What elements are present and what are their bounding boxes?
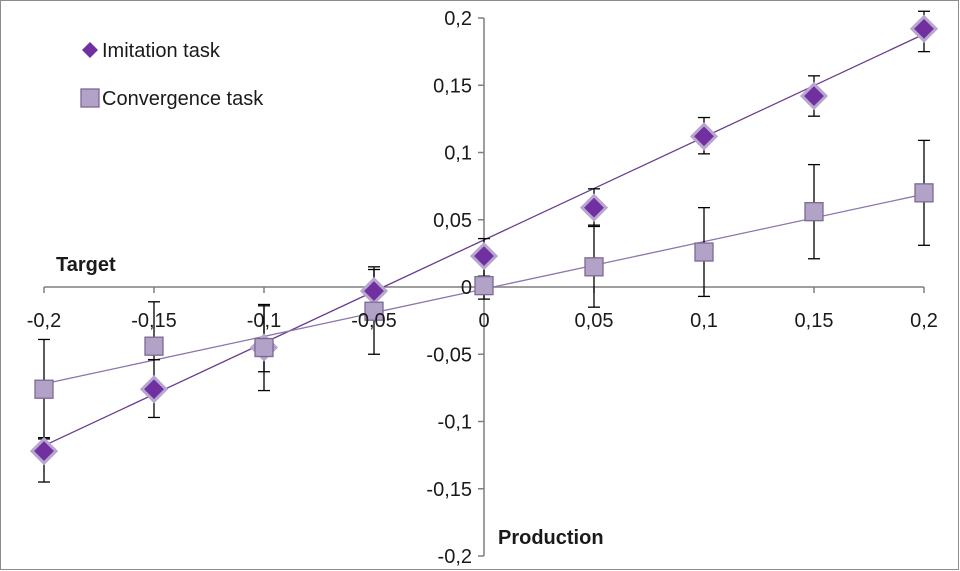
legend-convergence-marker	[80, 88, 100, 108]
legend: Imitation task Convergence task	[80, 40, 264, 110]
y-tick-label: 0,1	[444, 143, 472, 165]
y-tick-label: 0,2	[444, 8, 472, 30]
y-tick-label: -0,05	[426, 344, 472, 366]
x-tick-label: -0,2	[27, 310, 61, 332]
y-tick-label: -0,2	[438, 546, 472, 568]
y-axis-title: Production	[498, 527, 604, 549]
x-tick-label: 0,2	[910, 310, 938, 332]
convergence-point	[144, 336, 164, 356]
x-tick-label: 0,15	[795, 310, 834, 332]
imitation-point	[139, 375, 169, 404]
x-tick-label: -0,15	[131, 310, 177, 332]
legend-imitation-label: Imitation task	[102, 40, 221, 62]
y-tick-label: 0,15	[433, 75, 472, 97]
imitation-point	[799, 81, 829, 111]
y-tick-label: -0,1	[438, 412, 472, 434]
convergence-point	[364, 301, 384, 321]
convergence-point	[694, 242, 714, 262]
x-tick-label: 0,1	[690, 310, 718, 332]
convergence-point	[254, 337, 274, 358]
legend-imitation-marker	[82, 42, 98, 58]
x-tick-label: 0,05	[575, 310, 614, 332]
x-tick-label: -0,05	[351, 310, 397, 332]
y-tick-label: 0	[461, 277, 472, 299]
x-tick-label: 0	[478, 310, 489, 332]
y-tick-label: -0,15	[426, 479, 472, 501]
convergence-point	[474, 276, 494, 296]
x-tick-label: -0,1	[247, 310, 281, 332]
y-tick-label: 0,05	[433, 210, 472, 232]
imitation-point	[909, 14, 939, 43]
convergence-point	[34, 379, 54, 399]
convergence-point	[804, 202, 824, 222]
imitation-point	[579, 193, 609, 222]
imitation-point	[689, 122, 719, 151]
convergence-point	[584, 257, 604, 277]
x-axis-title: Target	[56, 254, 116, 276]
legend-convergence-label: Convergence task	[102, 88, 264, 110]
imitation-point	[469, 241, 499, 271]
imitation-point	[29, 436, 59, 466]
convergence-point	[914, 183, 934, 203]
